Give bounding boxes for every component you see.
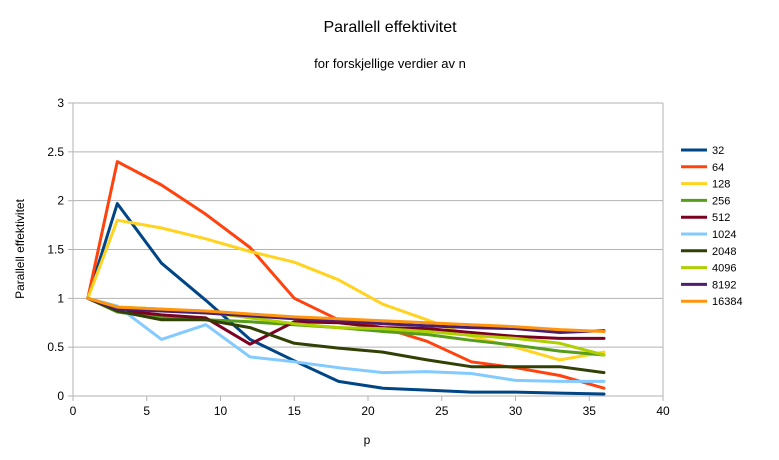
legend-label-512: 512 [712, 212, 730, 224]
series-line-64 [86, 160, 606, 390]
y-tick-label: 0.5 [47, 340, 64, 354]
chart-subtitle: for forskjellige verdier av n [314, 56, 466, 71]
y-tick-label: 0 [57, 389, 64, 403]
legend-label-16384: 16384 [712, 296, 743, 308]
x-tick-label: 35 [583, 404, 597, 418]
legend-label-2048: 2048 [712, 246, 736, 258]
legend: 32 64 128 256 512 1024 2048 4096 8192 16384 [681, 145, 743, 308]
x-tick-label: 15 [288, 404, 302, 418]
y-tick-label: 3 [57, 96, 64, 110]
legend-label-1024: 1024 [712, 229, 736, 241]
series-line-1024 [86, 296, 606, 383]
x-tick-label: 40 [656, 404, 670, 418]
x-tick-label: 10 [214, 404, 228, 418]
series-line-2048 [86, 296, 606, 375]
y-tick-label: 1.5 [47, 243, 64, 257]
x-tick-label: 30 [509, 404, 523, 418]
x-tick-label: 20 [361, 404, 375, 418]
series-lines [86, 160, 606, 396]
series-line-128 [86, 218, 606, 362]
legend-label-8192: 8192 [712, 279, 736, 291]
y-tick-label: 1 [57, 291, 64, 305]
x-axis-ticks: 0 5 10 15 20 25 30 35 40 [70, 396, 670, 418]
x-tick-label: 0 [70, 404, 77, 418]
legend-label-64: 64 [712, 162, 724, 174]
x-axis-label: p [364, 433, 371, 447]
y-tick-label: 2.5 [47, 145, 64, 159]
chart-title: Parallell effektivitet [323, 19, 457, 36]
gridlines [73, 102, 663, 397]
legend-label-256: 256 [712, 195, 730, 207]
series-line-32 [86, 202, 606, 396]
legend-label-32: 32 [712, 145, 724, 157]
x-tick-label: 5 [143, 404, 150, 418]
y-axis-label: Parallell effektivitet [13, 198, 27, 298]
x-tick-label: 25 [435, 404, 449, 418]
axes [72, 103, 664, 396]
y-tick-label: 2 [57, 194, 64, 208]
series-line-16384 [86, 296, 606, 333]
legend-label-128: 128 [712, 179, 730, 191]
legend-label-4096: 4096 [712, 263, 736, 275]
y-axis-ticks: 0 0.5 1 1.5 2 2.5 3 [47, 96, 73, 403]
series-line-8192 [86, 296, 606, 334]
series-line-512 [86, 296, 606, 346]
